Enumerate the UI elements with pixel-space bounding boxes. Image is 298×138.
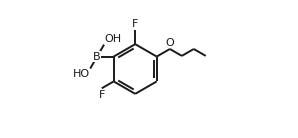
Text: OH: OH — [105, 34, 122, 44]
Text: F: F — [99, 90, 105, 100]
Text: HO: HO — [72, 69, 89, 79]
Text: F: F — [132, 19, 138, 29]
Text: O: O — [165, 38, 174, 48]
Text: B: B — [93, 52, 101, 62]
